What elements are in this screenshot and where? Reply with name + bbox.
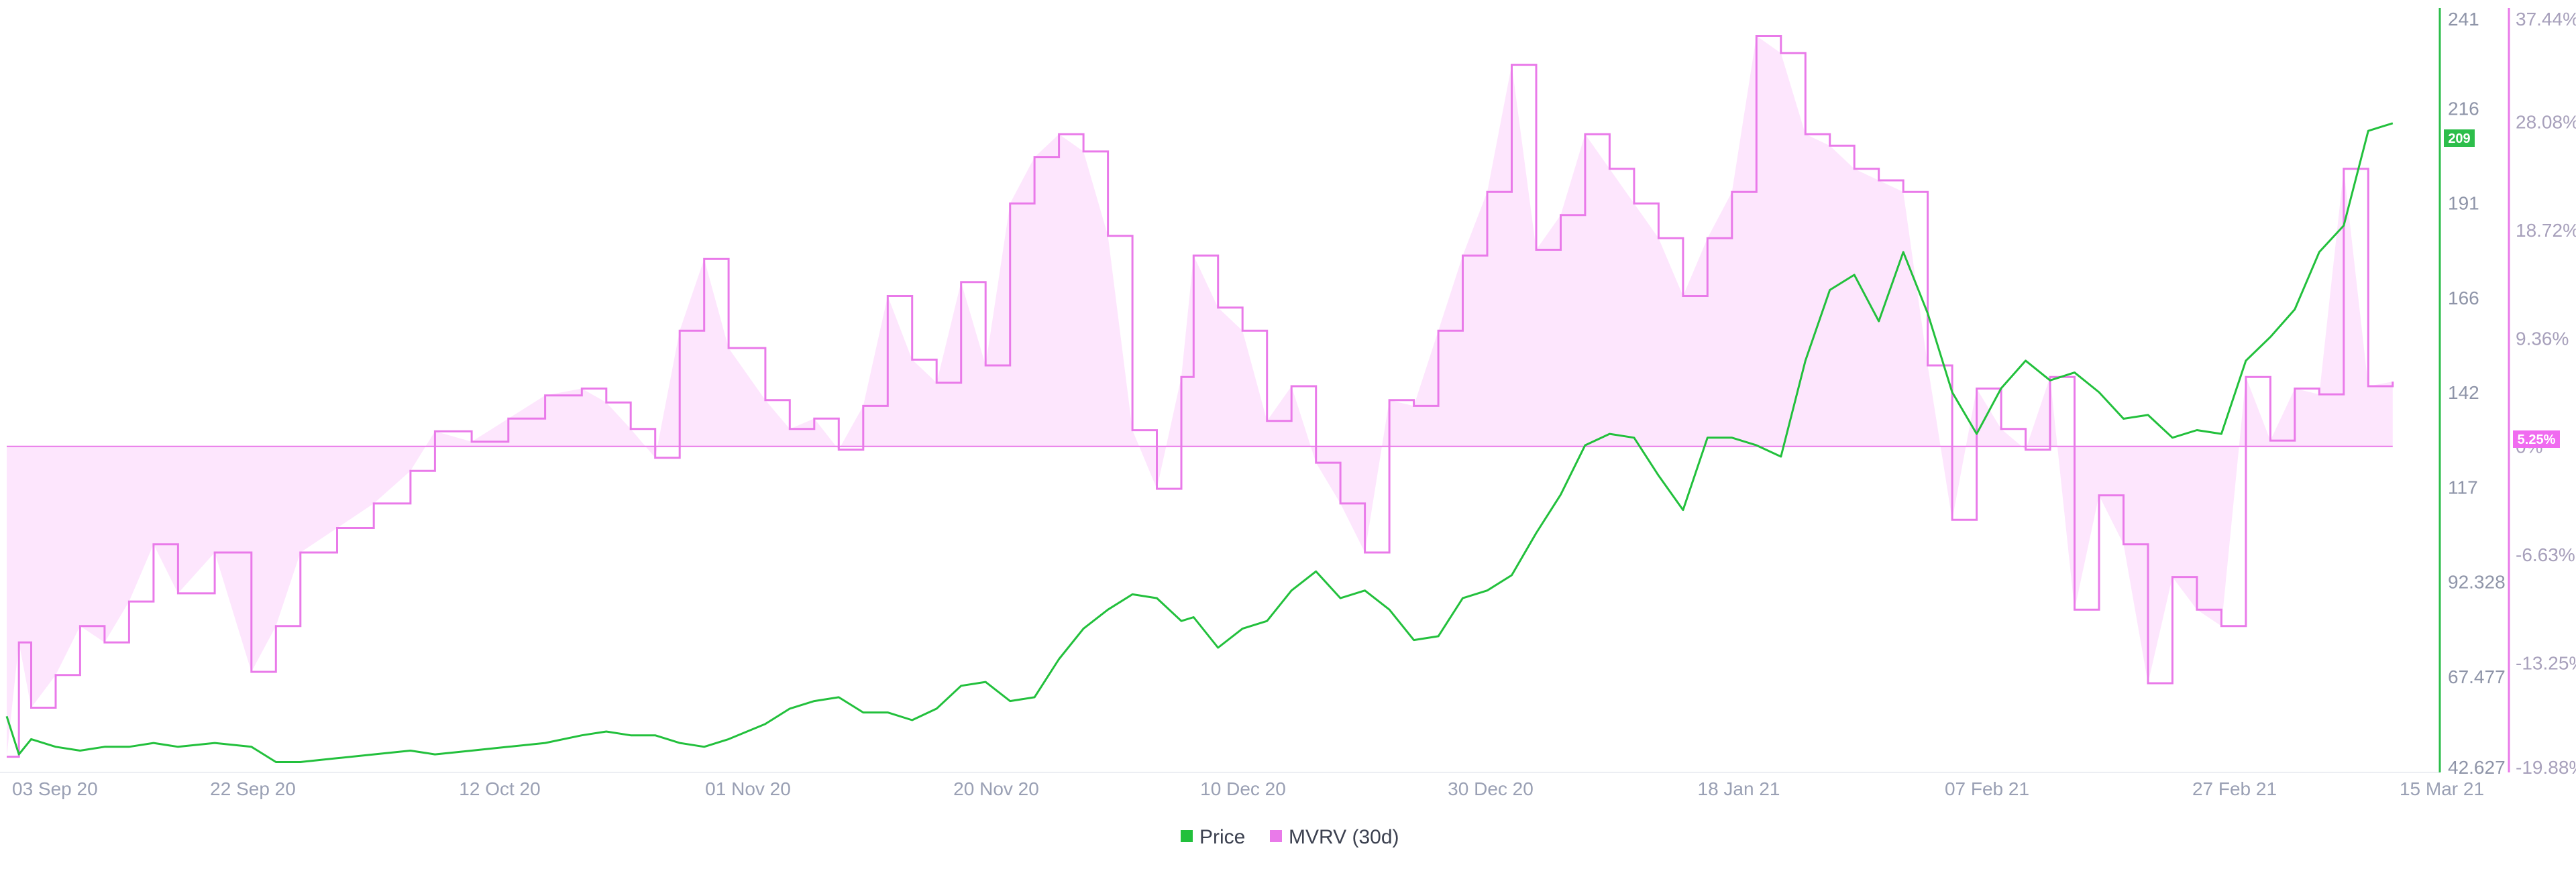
- legend-item-mvrv[interactable]: MVRV (30d): [1270, 826, 1399, 848]
- current-mvrv-badge-text: 5.25%: [2518, 432, 2556, 447]
- legend-label: MVRV (30d): [1289, 826, 1399, 848]
- price-tick-label: 191: [2448, 193, 2479, 214]
- x-tick-label: 10 Dec 20: [1200, 778, 1286, 799]
- legend-item-price[interactable]: Price: [1181, 826, 1245, 848]
- legend-label: Price: [1199, 826, 1245, 848]
- price-line-layer: [5, 122, 2394, 763]
- legend-swatch: [1181, 830, 1193, 842]
- mvrv-area-layer: [7, 36, 2393, 757]
- mvrv-series-line: [7, 35, 2394, 758]
- legend-swatch: [1270, 830, 1282, 842]
- mvrv-tick-label: 9.36%: [2516, 328, 2569, 349]
- x-tick-label: 27 Feb 21: [2192, 778, 2277, 799]
- price-axis-ticks: 241 216 191 166 142 117 92.328 67.477 42.627: [2448, 9, 2506, 778]
- x-tick-label: 07 Feb 21: [1945, 778, 2029, 799]
- x-axis-ticks: 03 Sep 20 22 Sep 20 12 Oct 20 01 Nov 20 20 N…: [12, 778, 2484, 799]
- price-tick-label: 216: [2448, 98, 2479, 119]
- x-tick-label: 18 Jan 21: [1698, 778, 1780, 799]
- price-tick-label: 42.627: [2448, 757, 2506, 778]
- x-tick-label: 15 Mar 21: [2400, 778, 2484, 799]
- mvrv-line-layer: [7, 35, 2394, 758]
- mvrv-tick-label: 37.44%: [2516, 9, 2576, 30]
- mvrv-area: [7, 36, 2393, 757]
- current-value-badges: 209 5.25%: [2444, 129, 2560, 448]
- x-tick-label: 22 Sep 20: [210, 778, 296, 799]
- price-tick-label: 117: [2448, 477, 2478, 498]
- current-mvrv-badge: [2513, 430, 2560, 448]
- price-tick-label: 241: [2448, 9, 2479, 30]
- price-tick-label: 67.477: [2448, 666, 2506, 687]
- price-tick-label: 166: [2448, 288, 2479, 308]
- price-tick-label: 142: [2448, 382, 2479, 403]
- mvrv-tick-label: -6.63%: [2516, 544, 2575, 565]
- x-tick-label: 20 Nov 20: [953, 778, 1039, 799]
- axes-layer: [0, 8, 2510, 773]
- mvrv-tick-label: 28.08%: [2516, 111, 2576, 132]
- current-price-badge-text: 209: [2448, 131, 2470, 146]
- mvrv-tick-label: -19.88%: [2516, 757, 2576, 778]
- x-tick-label: 03 Sep 20: [12, 778, 98, 799]
- mvrv-axis-ticks: 37.44%28.08%18.72%9.36%0%-6.63%-13.25%-1…: [2516, 9, 2576, 778]
- x-tick-label: 30 Dec 20: [1448, 778, 1534, 799]
- current-price-badge: [2444, 129, 2475, 147]
- legend: Price MVRV (30d): [1181, 826, 1399, 848]
- mvrv-tick-label: 18.72%: [2516, 220, 2576, 241]
- mvrv-tick-label: -13.25%: [2516, 653, 2576, 674]
- price-tick-label: 92.328: [2448, 572, 2506, 593]
- x-tick-label: 12 Oct 20: [459, 778, 540, 799]
- price-series-line: [5, 122, 2394, 763]
- x-tick-label: 01 Nov 20: [705, 778, 791, 799]
